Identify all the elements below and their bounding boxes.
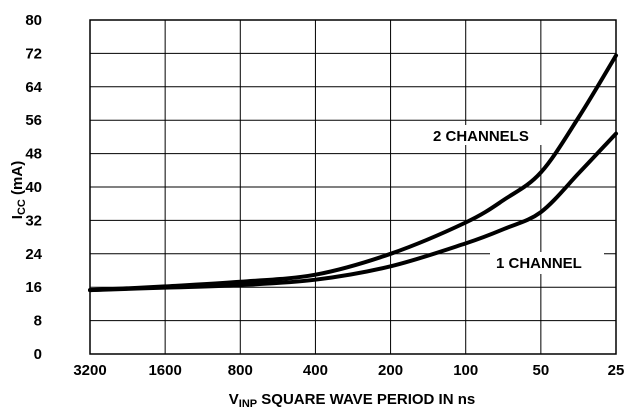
series-line-2-channels — [88, 53, 618, 293]
y-tick-label: 56 — [25, 112, 42, 129]
x-tick-label: 1600 — [148, 362, 181, 379]
x-axis-title: VINP SQUARE WAVE PERIOD IN ns — [229, 391, 475, 409]
y-tick-labels: 0 8 16 24 32 40 48 56 64 72 80 — [25, 12, 42, 363]
y-tick-label: 32 — [25, 212, 42, 229]
series-layer — [88, 53, 618, 293]
y-tick-label: 64 — [25, 79, 42, 96]
y-tick-label: 80 — [25, 12, 42, 29]
y-tick-label: 0 — [34, 346, 42, 363]
plot-frame — [89, 19, 617, 355]
y-tick-label: 24 — [25, 246, 42, 263]
x-tick-label: 3200 — [73, 362, 106, 379]
x-tick-label: 50 — [533, 362, 550, 379]
y-axis-title: ICC (mA) — [9, 161, 28, 219]
grid — [89, 19, 617, 355]
series-label-1-channel: 1 CHANNEL — [496, 255, 582, 272]
x-tick-label: 200 — [378, 362, 403, 379]
x-tick-label: 800 — [228, 362, 253, 379]
y-tick-label: 40 — [25, 179, 42, 196]
series-line-1-channel — [88, 131, 618, 293]
x-tick-labels: 3200 1600 800 400 200 100 50 25 — [73, 362, 624, 379]
plot-border — [89, 19, 617, 355]
y-tick-label: 48 — [25, 146, 42, 163]
x-tick-label: 25 — [608, 362, 625, 379]
y-tick-label: 72 — [25, 45, 42, 62]
x-tick-label: 100 — [453, 362, 478, 379]
legend-label-bg-2ch — [430, 125, 554, 145]
series-label-2-channels: 2 CHANNELS — [433, 128, 529, 145]
legend-label-bg-1ch — [490, 252, 604, 274]
y-tick-label: 16 — [25, 279, 42, 296]
y-tick-label: 8 — [34, 313, 42, 330]
x-tick-label: 400 — [303, 362, 328, 379]
